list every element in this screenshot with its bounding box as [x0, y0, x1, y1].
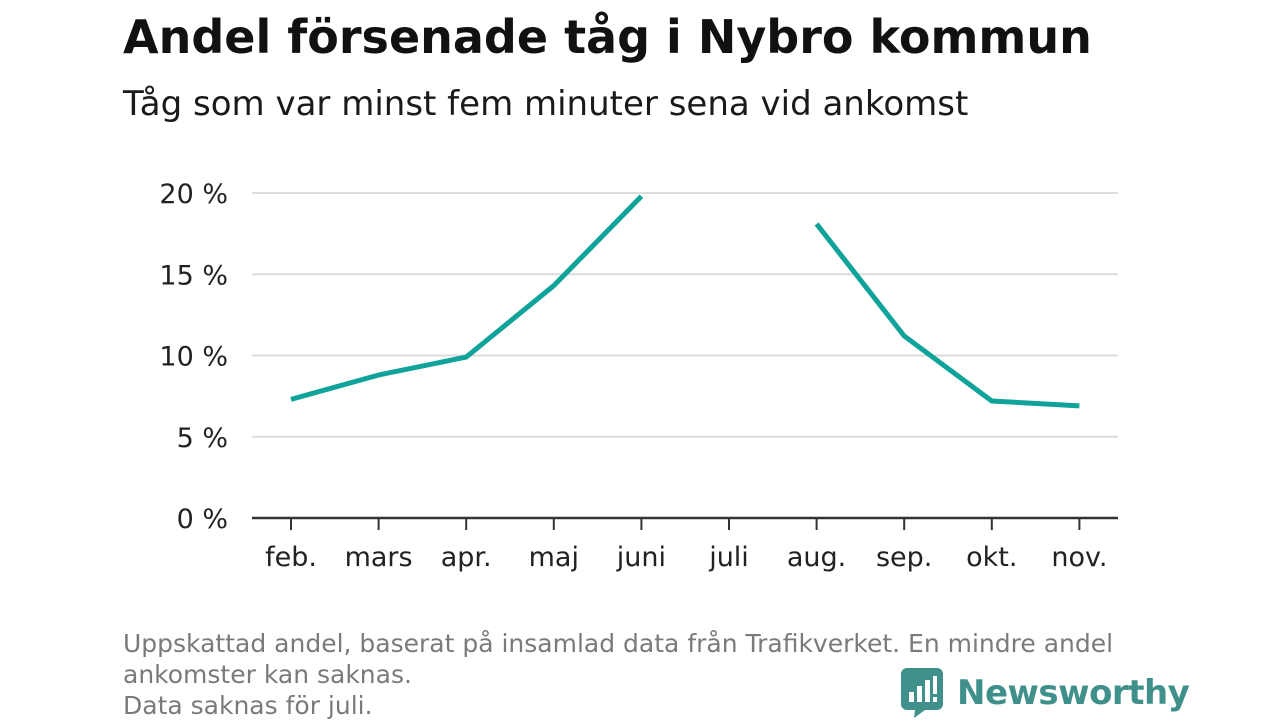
- x-tick-label: juli: [708, 542, 749, 573]
- footnote-line-2: ankomster kan saknas.: [123, 660, 412, 689]
- footnote: Uppskattad andel, baserat på insamlad da…: [123, 628, 1113, 721]
- series-line-segment-1: [290, 194, 644, 402]
- newsworthy-brand: Newsworthy: [901, 668, 1190, 718]
- footnote-line-3: Data saknas för juli.: [123, 691, 373, 720]
- x-tick-label: apr.: [441, 542, 492, 573]
- x-tick-label: feb.: [265, 542, 317, 573]
- y-tick-label: 10 %: [159, 342, 228, 373]
- brand-name: Newsworthy: [957, 673, 1190, 713]
- series-line-segment-2: [814, 222, 1080, 409]
- x-tick-label: mars: [345, 542, 413, 573]
- x-tick-label: aug.: [787, 542, 846, 573]
- y-tick-label: 20 %: [159, 179, 228, 210]
- y-tick-label: 5 %: [177, 423, 228, 454]
- y-tick-label: 0 %: [177, 504, 228, 535]
- x-tick-label: sep.: [876, 542, 932, 573]
- y-tick-label: 15 %: [159, 260, 228, 291]
- x-tick-label: juni: [616, 542, 666, 573]
- chart-title: Andel försenade tåg i Nybro kommun: [123, 10, 1092, 64]
- x-tick-label: maj: [529, 542, 579, 573]
- x-tick-label: okt.: [966, 542, 1017, 573]
- footnote-line-1: Uppskattad andel, baserat på insamlad da…: [123, 629, 1114, 658]
- newsworthy-chart-logo-icon: [901, 668, 943, 718]
- x-tick-label: nov.: [1051, 542, 1107, 573]
- chart-subtitle: Tåg som var minst fem minuter sena vid a…: [123, 84, 969, 124]
